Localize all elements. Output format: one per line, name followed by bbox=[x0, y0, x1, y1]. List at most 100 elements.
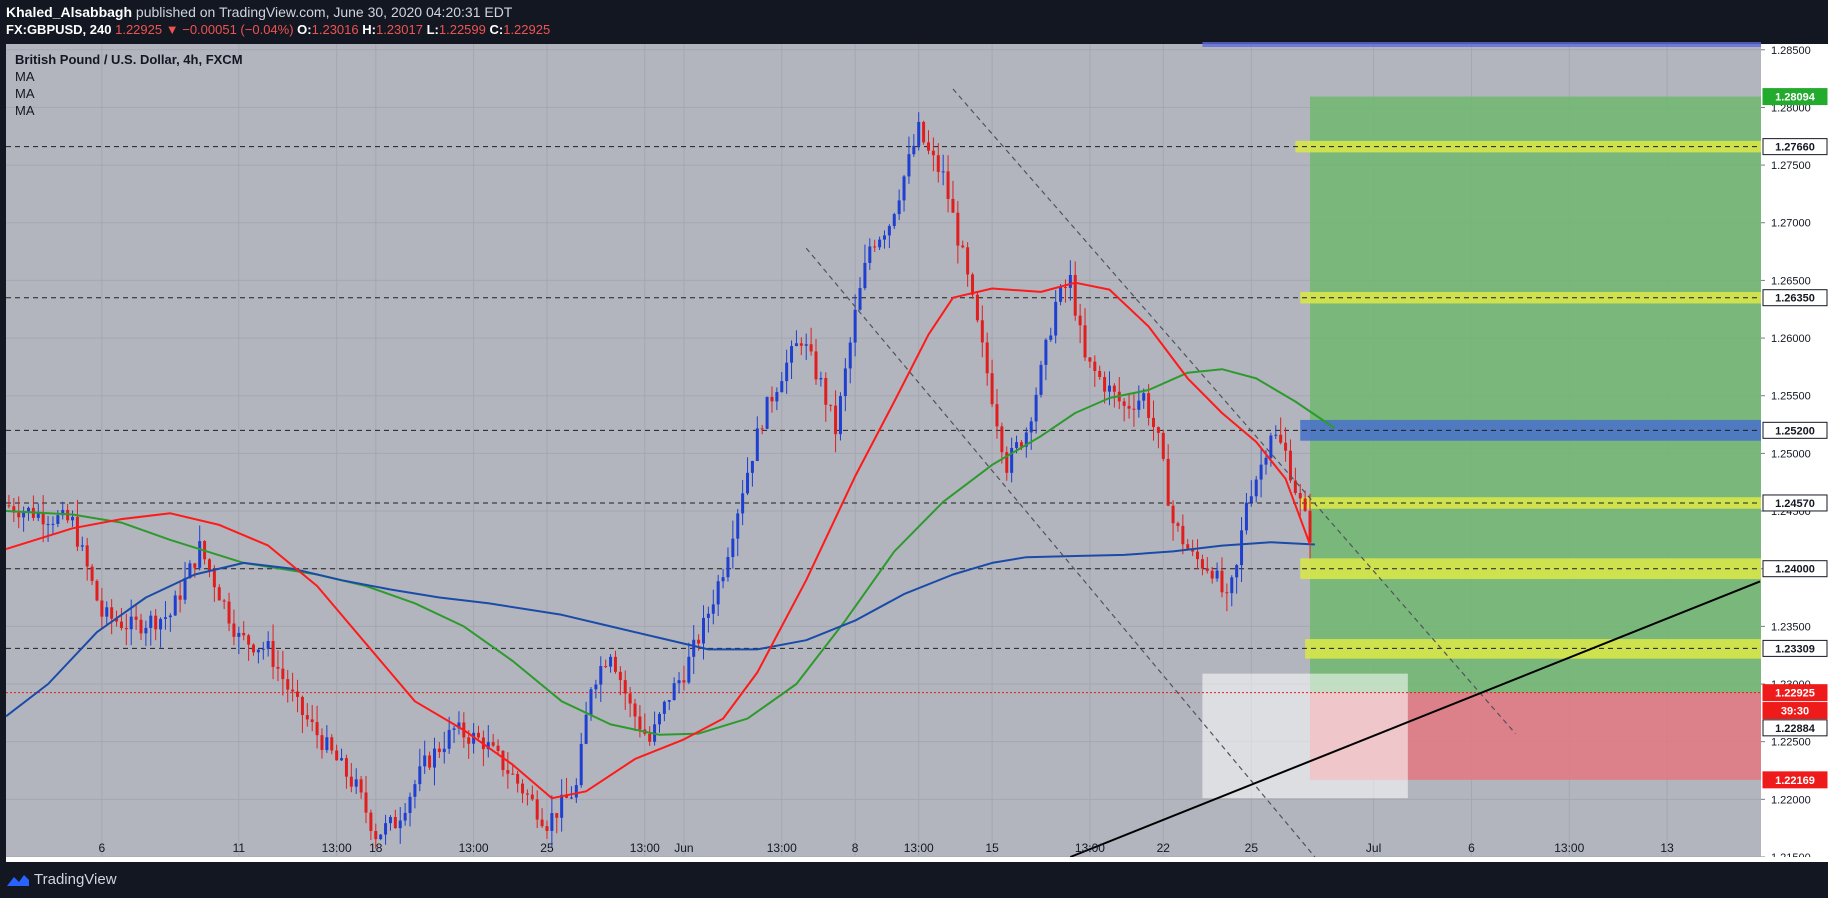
candle-body bbox=[452, 728, 456, 730]
candle-body bbox=[178, 595, 182, 600]
candle-body bbox=[22, 511, 26, 518]
price-change: −0.00051 (−0.04%) bbox=[182, 22, 294, 37]
candle-body bbox=[829, 404, 833, 406]
candle-body bbox=[838, 396, 842, 435]
candle-body bbox=[349, 776, 353, 787]
candle-body bbox=[325, 737, 329, 751]
tradingview-logo-icon[interactable] bbox=[6, 872, 30, 888]
candle-body bbox=[697, 639, 701, 644]
candle-body bbox=[237, 632, 241, 637]
candle-body bbox=[344, 758, 348, 777]
candle-body bbox=[286, 679, 290, 690]
price-label-bg bbox=[1762, 684, 1828, 702]
candle-body bbox=[628, 693, 632, 704]
candle-body bbox=[1103, 376, 1107, 392]
candle-body bbox=[12, 506, 16, 513]
candle-body bbox=[975, 294, 979, 321]
candle-body bbox=[1034, 394, 1038, 422]
candle-body bbox=[477, 732, 480, 738]
candle-body bbox=[1284, 442, 1288, 451]
published-info: published on TradingView.com, June 30, 2… bbox=[135, 4, 513, 20]
candle-body bbox=[804, 344, 808, 346]
candle-body bbox=[814, 351, 818, 380]
candle-body bbox=[638, 716, 642, 730]
candle-body bbox=[892, 214, 896, 227]
candle-body bbox=[418, 766, 422, 785]
candle-body bbox=[863, 262, 867, 289]
candle-body bbox=[1171, 505, 1175, 524]
ma-legend-2[interactable]: MA bbox=[15, 86, 35, 101]
symbol-ohlc-line: FX:GBPUSD, 240 1.22925 ▼ −0.00051 (−0.04… bbox=[6, 22, 550, 37]
candle-body bbox=[579, 743, 583, 786]
candle-body bbox=[340, 758, 344, 761]
trendline bbox=[1069, 580, 1761, 858]
candle-body bbox=[17, 512, 21, 518]
candle-body bbox=[188, 563, 192, 579]
candle-body bbox=[887, 226, 891, 236]
candle-body bbox=[315, 722, 319, 736]
candle-body bbox=[922, 121, 926, 143]
candle-body bbox=[569, 797, 573, 799]
price-tick-label: 1.28500 bbox=[1771, 45, 1811, 57]
candle-body bbox=[985, 342, 989, 374]
ma-legend-1[interactable]: MA bbox=[15, 69, 35, 84]
candle-body bbox=[511, 773, 515, 775]
candle-body bbox=[1000, 426, 1004, 453]
ma-legend-3[interactable]: MA bbox=[15, 103, 35, 118]
time-axis[interactable]: 6 11 13:00 18 13:00 25 13:00 Jun 13:00 8 13:00 15 13… bbox=[99, 841, 1675, 855]
candle-body bbox=[154, 615, 158, 630]
time-tick-label: 25 bbox=[540, 841, 554, 855]
candle-body bbox=[550, 813, 554, 831]
candle-body bbox=[159, 618, 163, 630]
author-name[interactable]: Khaled_Alsabbagh bbox=[6, 4, 133, 20]
candle-body bbox=[613, 656, 617, 672]
symbol-label: FX:GBPUSD, 240 bbox=[6, 22, 112, 37]
candle-body bbox=[917, 121, 921, 146]
chart-title: British Pound / U.S. Dollar, 4h, FXCM bbox=[15, 52, 243, 67]
ma-slow-line bbox=[5, 541, 1315, 718]
candle-body bbox=[310, 719, 314, 723]
candle-body bbox=[134, 616, 138, 620]
candle-body bbox=[1044, 339, 1048, 365]
candle-body bbox=[252, 644, 255, 653]
price-label-bg bbox=[1762, 421, 1828, 439]
price-chart[interactable]: 1.28500 1.28000 1.27500 1.27000 1.26500 1.260… bbox=[0, 42, 1828, 862]
candle-body bbox=[853, 309, 857, 343]
candle-body bbox=[227, 601, 231, 624]
candle-body bbox=[716, 581, 720, 605]
candle-body bbox=[144, 627, 148, 634]
candle-body bbox=[1005, 452, 1009, 473]
trendlines-layer bbox=[805, 88, 1761, 858]
candle-body bbox=[1127, 405, 1131, 409]
candle-body bbox=[1059, 287, 1063, 302]
candle-body bbox=[423, 755, 427, 767]
price-label-bg bbox=[1762, 702, 1828, 720]
candle-body bbox=[667, 700, 671, 702]
candle-body bbox=[785, 362, 789, 382]
candle-body bbox=[296, 691, 300, 697]
candle-body bbox=[1288, 450, 1292, 481]
time-tick-label: 22 bbox=[1157, 841, 1171, 855]
candle-body bbox=[1176, 523, 1180, 526]
price-tick-label: 1.26500 bbox=[1771, 275, 1811, 287]
candle-body bbox=[525, 793, 529, 795]
time-tick-label: 25 bbox=[1245, 841, 1259, 855]
candle-body bbox=[217, 587, 221, 601]
candle-body bbox=[599, 666, 603, 685]
candle-body bbox=[618, 671, 622, 681]
candle-body bbox=[27, 507, 30, 512]
candle-body bbox=[1181, 525, 1185, 545]
time-tick-label: 13:00 bbox=[1554, 841, 1584, 855]
candle-body bbox=[261, 648, 265, 650]
candle-body bbox=[266, 640, 270, 649]
candle-body bbox=[139, 619, 143, 634]
candle-body bbox=[609, 656, 613, 667]
candle-body bbox=[1063, 287, 1067, 289]
highlight-box bbox=[1202, 673, 1408, 799]
candle-body bbox=[868, 246, 872, 263]
close-value: 1.22925 bbox=[503, 22, 551, 37]
candle-body bbox=[1264, 457, 1268, 465]
candle-body bbox=[242, 632, 246, 636]
tradingview-brand[interactable]: TradingView bbox=[34, 871, 117, 888]
trendline bbox=[805, 247, 1316, 858]
